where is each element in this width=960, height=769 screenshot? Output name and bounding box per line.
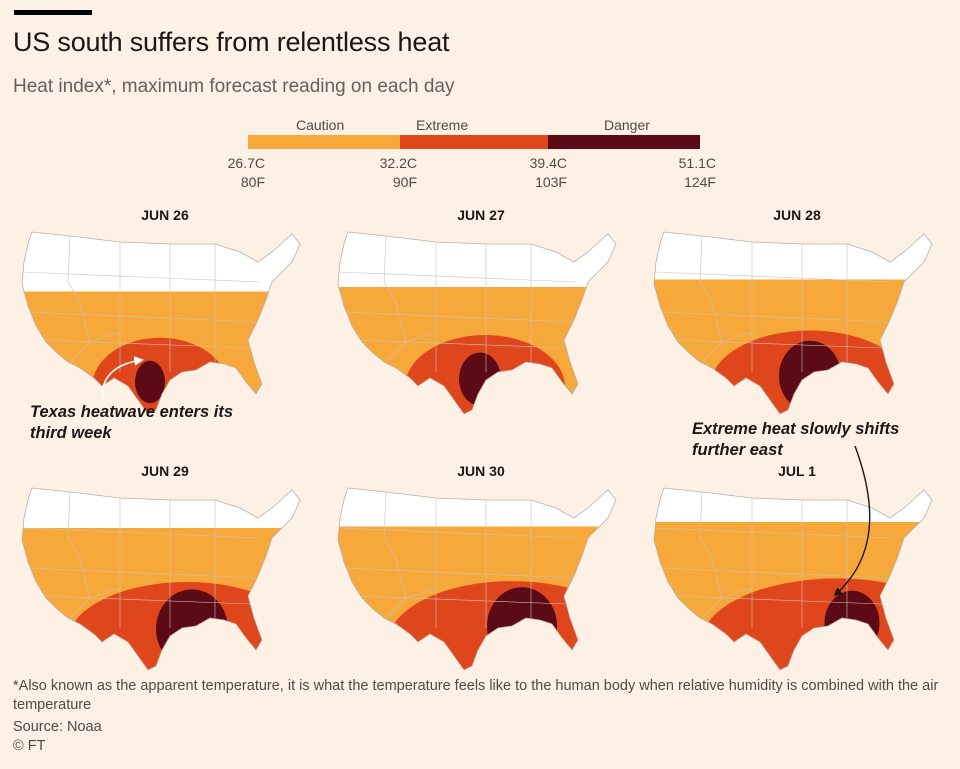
state-border [383,491,407,599]
state-border [339,527,577,539]
danger-zone [487,587,557,665]
state-border [39,339,251,349]
state-border [25,567,259,579]
state-border [341,567,575,579]
state-border [69,331,121,363]
state-border [385,331,437,363]
map-date-label: JUN 28 [773,207,821,223]
legend-tick-2: 32.2C 90F [357,154,417,192]
tick-celsius: 39.4C [529,155,567,171]
annotation-east: Extreme heat slowly shifts further east [692,420,900,459]
state-border [39,595,251,605]
map-date-label: JUN 30 [457,463,505,479]
legend-label-danger: Danger [604,117,650,133]
state-border [25,311,259,323]
map-panel-3: JUN 28 [642,207,942,422]
country-outline [337,231,617,415]
state-border [699,235,723,343]
us-heat-map [653,487,933,671]
legend-tick-3: 39.4C 103F [507,154,567,192]
state-border [701,331,753,363]
copyright: © FT [13,738,46,754]
chart-title: US south suffers from relentless heat [13,27,450,57]
state-border [701,587,753,619]
state-border [69,587,121,619]
danger-zone [779,340,841,412]
tick-celsius: 51.1C [678,155,716,171]
map-panel-6: JUL 1 [642,463,942,678]
legend-tick-1: 26.7C 80F [205,154,265,192]
state-border [341,311,575,323]
legend-label-caution: Caution [296,117,345,133]
state-border [699,491,723,599]
danger-zone [459,352,501,406]
state-border [339,271,577,283]
legend-swatch-danger [548,135,700,149]
country-outline [337,487,617,671]
us-heat-map [21,487,301,671]
country-outline [653,231,933,415]
legend-swatch-extreme-caution [400,135,548,149]
state-border [355,339,567,349]
source-note: Source: Noaa [13,719,102,735]
map-panel-4: JUN 29 [10,463,310,678]
us-heat-map [337,487,617,671]
state-border [385,587,437,619]
us-heat-map [337,231,617,415]
map-date-label: JUN 27 [457,207,505,223]
country-outline [21,487,301,671]
map-panel-5: JUN 30 [326,463,626,678]
legend-swatch-caution [248,135,400,149]
country-outline [653,487,933,671]
map-panel-2: JUN 27 [326,207,626,422]
tick-fahrenheit: 103F [535,174,567,190]
tick-fahrenheit: 90F [392,174,417,190]
ft-top-rule [14,10,92,15]
state-border [67,235,91,343]
us-heat-map [21,231,301,415]
tick-celsius: 32.2C [379,155,417,171]
map-panel-1: JUN 26 [10,207,310,422]
state-border [671,595,883,605]
tick-fahrenheit: 124F [684,174,716,190]
state-border [657,311,891,323]
state-border [355,595,567,605]
chart-subtitle: Heat index*, maximum forecast reading on… [13,76,455,97]
map-date-label: JUN 26 [141,207,189,223]
footnote: *Also known as the apparent temperature,… [13,678,939,713]
state-border [23,271,261,283]
country-outline [21,231,301,415]
legend-tick-4: 51.1C 124F [656,154,716,192]
state-border [23,527,261,539]
tick-celsius: 26.7C [227,155,265,171]
state-border [655,271,893,283]
us-heat-map [653,231,933,415]
state-border [383,235,407,343]
tick-fahrenheit: 80F [240,174,265,190]
state-border [671,339,883,349]
danger-zone [156,589,228,669]
map-date-label: JUL 1 [778,463,816,479]
annotation-texas: Texas heatwave enters its third week [30,403,233,442]
danger-zone [135,360,165,404]
map-date-label: JUN 29 [141,463,189,479]
state-border [67,491,91,599]
